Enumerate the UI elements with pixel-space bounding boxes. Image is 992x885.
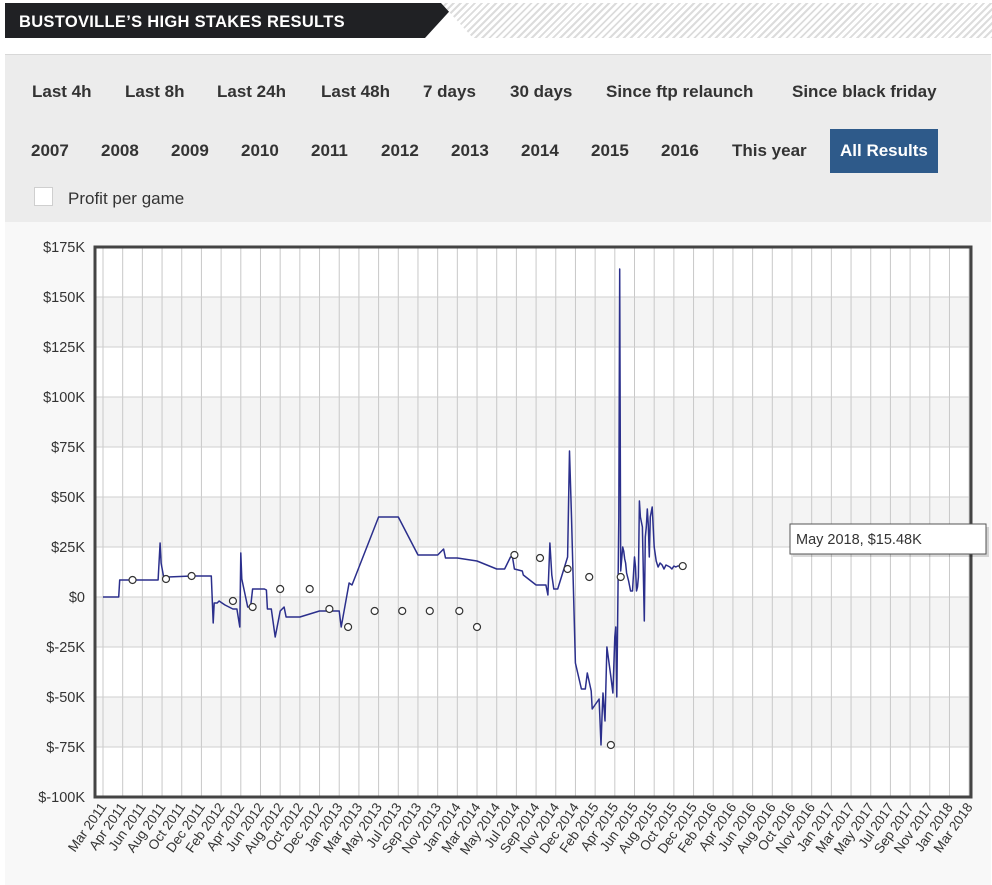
filter-2014-button[interactable]: 2014 <box>521 141 559 160</box>
profit-per-game-label: Profit per game <box>68 189 185 208</box>
plot-band <box>95 297 971 347</box>
data-point-marker <box>228 596 238 606</box>
data-point-marker <box>305 584 314 594</box>
data-point-marker <box>276 584 285 594</box>
plot-band <box>95 697 971 747</box>
data-point-marker <box>535 553 545 563</box>
data-point-marker <box>472 622 482 632</box>
filter-2012-button[interactable]: 2012 <box>381 141 419 160</box>
filter-2013-button[interactable]: 2013 <box>451 141 489 160</box>
y-tick-label: $100K <box>43 390 85 406</box>
plot-band <box>95 747 971 797</box>
plot-band <box>95 597 971 647</box>
filter-30-days-button[interactable]: 30 days <box>510 82 573 101</box>
header-bar: BUSTOVILLE’S HIGH STAKES RESULTS <box>5 0 992 38</box>
data-point-marker <box>616 572 625 582</box>
y-tick-label: $-100K <box>38 790 85 806</box>
filter-since-ftp-relaunch-button[interactable]: Since ftp relaunch <box>606 82 754 101</box>
data-point-marker <box>563 564 572 574</box>
filter-2016-button[interactable]: 2016 <box>661 141 699 160</box>
y-tick-label: $-50K <box>46 690 85 706</box>
filter-all-results-button[interactable]: All Results <box>830 129 938 173</box>
results-line-chart: $175K $150K $125K $100K $75K $50K $25K $0 $-25K $… <box>38 240 989 857</box>
y-tick-label: $175K <box>43 240 85 256</box>
filter-last-48h-button[interactable]: Last 48h <box>321 82 390 101</box>
stripes-decoration <box>441 3 992 38</box>
data-point-marker <box>455 606 464 616</box>
filter-2015-button[interactable]: 2015 <box>591 141 629 160</box>
data-point-marker <box>398 606 407 616</box>
data-point-marker <box>325 604 334 614</box>
tooltip-text: May 2018, $15.48K <box>796 532 922 548</box>
filter-since-black-friday-button[interactable]: Since black friday <box>792 82 937 101</box>
filter-2010-button[interactable]: 2010 <box>241 141 279 160</box>
title-block: BUSTOVILLE’S HIGH STAKES RESULTS <box>5 3 425 38</box>
tooltip-box <box>789 523 987 555</box>
data-point-marker <box>343 622 353 632</box>
filter-7-days-button[interactable]: 7 days <box>423 82 476 101</box>
y-tick-label: $75K <box>51 440 85 456</box>
data-point-marker <box>370 606 379 616</box>
data-point-marker <box>606 740 615 750</box>
filter-last-24h-button[interactable]: Last 24h <box>217 82 286 101</box>
data-point-marker <box>425 606 434 616</box>
filter-2007-button[interactable]: 2007 <box>31 141 69 160</box>
y-tick-label: $0 <box>69 590 85 606</box>
data-point-marker <box>161 574 171 584</box>
series-line <box>103 268 684 746</box>
plot-border <box>93 245 973 799</box>
y-tick-label: $25K <box>51 540 85 556</box>
filter-last-8h-button[interactable]: Last 8h <box>125 82 185 101</box>
profit-per-game-checkbox[interactable] <box>34 187 53 206</box>
filter-2008-button[interactable]: 2008 <box>101 141 139 160</box>
data-point-marker <box>248 602 257 612</box>
plot-band <box>95 247 971 297</box>
filter-last-4h-button[interactable]: Last 4h <box>32 82 92 101</box>
data-point-marker <box>510 550 519 560</box>
y-tick-label: $-25K <box>46 640 85 656</box>
y-tick-label: $50K <box>51 490 85 506</box>
filter-2009-button[interactable]: 2009 <box>171 141 209 160</box>
data-point-marker <box>187 571 196 581</box>
y-tick-label: $125K <box>43 340 85 356</box>
plot-band <box>95 447 971 497</box>
plot-band <box>95 647 971 697</box>
plot-band <box>95 347 971 397</box>
data-point-marker <box>585 572 594 582</box>
data-point-marker <box>128 575 137 585</box>
y-tick-label: $150K <box>43 290 85 306</box>
filter-panel: Last 4h Last 8h Last 24h Last 48h 7 days 30 d… <box>5 54 991 222</box>
y-tick-label: $-75K <box>46 740 85 756</box>
filter-2011-button[interactable]: 2011 <box>311 141 348 160</box>
chart-area: $175K $150K $125K $100K $75K $50K $25K $0 $-25K $… <box>5 222 991 885</box>
plot-band <box>95 397 971 447</box>
filter-this-year-button[interactable]: This year <box>732 141 807 160</box>
data-point-marker <box>678 561 687 571</box>
page-title: BUSTOVILLE’S HIGH STAKES RESULTS <box>19 13 345 31</box>
